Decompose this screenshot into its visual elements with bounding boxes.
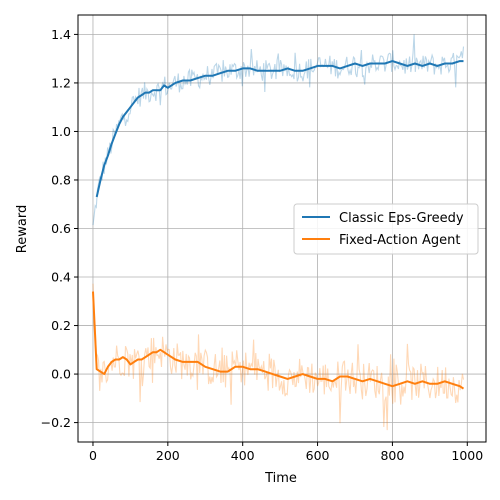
- legend-label-fixed-action: Fixed-Action Agent: [339, 233, 460, 248]
- y-tick-label: 1.4: [51, 27, 71, 42]
- smoothed-series-layer: [92, 60, 465, 390]
- y-tick-label: 1.2: [51, 75, 71, 90]
- smoothed-series-line: [95, 60, 464, 198]
- ticks: 0 200 400 600 800 1000 −0.2 0.0 0.2 0.4 0.6 0.8 1.0 1…: [41, 27, 484, 463]
- y-axis-label: Reward: [15, 205, 30, 253]
- x-tick-label: 600: [306, 448, 330, 463]
- raw-series-layer: [92, 34, 465, 431]
- y-tick-label: 0.8: [51, 172, 71, 187]
- y-tick-label: 0.2: [51, 318, 71, 333]
- y-tick-label: 0.4: [51, 270, 71, 285]
- y-tick-label: 0.0: [51, 367, 71, 382]
- legend: Classic Eps-Greedy Fixed-Action Agent: [293, 203, 479, 255]
- y-tick-label: 0.6: [51, 221, 71, 236]
- x-tick-label: 1000: [451, 448, 483, 463]
- smoothed-series-line: [92, 291, 465, 390]
- raw-series-line: [92, 34, 465, 226]
- legend-label-eps-greedy: Classic Eps-Greedy: [339, 211, 464, 226]
- x-tick-label: 0: [89, 448, 97, 463]
- x-tick-label: 200: [156, 448, 180, 463]
- y-tick-label: −0.2: [41, 415, 71, 430]
- legend-box: [293, 203, 479, 255]
- y-tick-label: 1.0: [51, 124, 71, 139]
- x-tick-label: 400: [231, 448, 255, 463]
- raw-series-line: [92, 283, 465, 431]
- x-tick-label: 800: [380, 448, 404, 463]
- x-axis-label: Time: [264, 471, 297, 486]
